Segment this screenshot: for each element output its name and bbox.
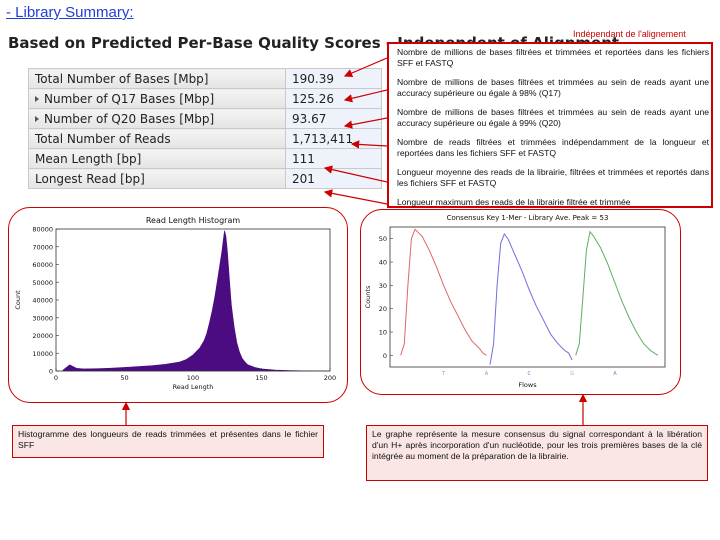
row-label-text: Total Number of Reads bbox=[35, 131, 171, 146]
expand-arrow-icon[interactable] bbox=[35, 96, 39, 102]
x-tick-label: 200 bbox=[324, 374, 336, 382]
y-tick-label: 40 bbox=[379, 259, 387, 267]
histogram-bars bbox=[62, 230, 331, 372]
row-label-text: Mean Length [bp] bbox=[35, 151, 142, 166]
x-tick-label: 0 bbox=[54, 374, 58, 382]
arrow-q20 bbox=[343, 117, 388, 129]
row-label-text: Longest Read [bp] bbox=[35, 171, 145, 186]
table-row: Longest Read [bp] 201 bbox=[28, 168, 382, 189]
table-row[interactable]: Number of Q20 Bases [Mbp] 93.67 bbox=[28, 108, 382, 129]
row-value: 1,713,411 bbox=[285, 128, 382, 149]
y-tick-label: 50 bbox=[379, 235, 387, 243]
x-tick-label: A bbox=[613, 371, 617, 377]
row-label-text: Total Number of Bases [Mbp] bbox=[35, 71, 209, 86]
x-tick-label: 150 bbox=[255, 374, 267, 382]
expand-arrow-icon[interactable] bbox=[35, 116, 39, 122]
y-tick-label: 70000 bbox=[32, 243, 53, 251]
y-tick-label: 0 bbox=[49, 368, 53, 376]
row-value: 125.26 bbox=[285, 88, 382, 109]
side-annotation-label: Indépendant de l'alignement bbox=[573, 29, 686, 39]
read-length-histogram: Read Length Histogram 0 10000 20000 30000 400… bbox=[14, 216, 336, 391]
arrow-mean-length bbox=[323, 165, 388, 183]
y-tick-label: 50000 bbox=[32, 279, 53, 287]
y-tick-label: 30 bbox=[379, 282, 387, 290]
row-label[interactable]: Number of Q20 Bases [Mbp] bbox=[28, 108, 286, 129]
row-label-text: Number of Q20 Bases [Mbp] bbox=[44, 111, 215, 126]
plot-frame bbox=[55, 228, 331, 372]
library-summary-link[interactable]: - Library Summary: bbox=[6, 4, 134, 21]
row-label: Total Number of Bases [Mbp] bbox=[28, 68, 286, 89]
y-tick-label: 20000 bbox=[32, 332, 53, 340]
note-total-reads: Nombre de reads filtrées et trimmées ind… bbox=[397, 137, 709, 158]
x-tick-label: 50 bbox=[120, 374, 128, 382]
note-total-bases: Nombre de millions de bases filtrées et … bbox=[397, 47, 709, 68]
x-tick-label: G bbox=[570, 371, 574, 377]
note-longest-read: Longueur maximum des reads de la librair… bbox=[397, 197, 631, 207]
note-q17-bases: Nombre de millions de bases filtrées et … bbox=[397, 77, 709, 98]
histogram-panel: Read Length Histogram 0 10000 20000 30000 400… bbox=[8, 207, 348, 403]
x-tick-label: 100 bbox=[187, 374, 199, 382]
y-axis-label: Count bbox=[14, 290, 22, 310]
row-value: 201 bbox=[285, 168, 382, 189]
y-tick-label: 20 bbox=[379, 305, 387, 313]
row-label[interactable]: Number of Q17 Bases [Mbp] bbox=[28, 88, 286, 109]
note-q20-bases: Nombre de millions de bases filtrées et … bbox=[397, 107, 709, 128]
consensus-panel: Consensus Key 1-Mer - Library Ave. Peak … bbox=[360, 209, 681, 395]
consensus-caption: Le graphe représente la mesure consensus… bbox=[366, 425, 708, 481]
y-tick-label: 60000 bbox=[32, 261, 53, 269]
y-tick-label: 10000 bbox=[32, 350, 53, 358]
x-tick-label: T bbox=[441, 371, 446, 377]
chart-title: Read Length Histogram bbox=[146, 216, 240, 225]
x-tick-label: C bbox=[528, 371, 532, 377]
y-axis-label: Counts bbox=[364, 285, 372, 308]
arrow-total-bases bbox=[343, 57, 388, 78]
arrow-longest-read bbox=[323, 189, 388, 205]
arrow-total-reads bbox=[350, 140, 388, 149]
table-row: Mean Length [bp] 111 bbox=[28, 148, 382, 169]
summary-table: Total Number of Bases [Mbp] 190.39 Numbe… bbox=[28, 68, 382, 189]
y-tick-label: 10 bbox=[379, 329, 387, 337]
plot-frame bbox=[389, 226, 666, 368]
note-mean-length: Longueur moyenne des reads de la librair… bbox=[397, 167, 709, 188]
series-line-3 bbox=[575, 230, 659, 356]
histogram-caption: Histogramme des longueurs de reads trimm… bbox=[12, 425, 324, 458]
table-row[interactable]: Number of Q17 Bases [Mbp] 125.26 bbox=[28, 88, 382, 109]
row-label: Mean Length [bp] bbox=[28, 148, 286, 169]
x-tick-label: A bbox=[485, 371, 489, 377]
y-tick-label: 30000 bbox=[32, 314, 53, 322]
x-axis-label: Flows bbox=[518, 381, 537, 389]
arrow-q17 bbox=[343, 89, 388, 103]
y-tick-label: 80000 bbox=[32, 226, 53, 234]
y-tick-label: 40000 bbox=[32, 297, 53, 305]
chart-title: Consensus Key 1-Mer - Library Ave. Peak … bbox=[447, 214, 609, 222]
y-tick-label: 0 bbox=[383, 352, 387, 360]
row-label-text: Number of Q17 Bases [Mbp] bbox=[44, 91, 215, 106]
series-line-2 bbox=[489, 232, 573, 365]
series-line-1 bbox=[400, 228, 487, 356]
annotation-notes-box: Nombre de millions de bases filtrées et … bbox=[387, 42, 713, 208]
row-label: Longest Read [bp] bbox=[28, 168, 286, 189]
consensus-key-chart: Consensus Key 1-Mer - Library Ave. Peak … bbox=[364, 214, 666, 389]
x-axis-label: Read Length bbox=[173, 383, 214, 391]
